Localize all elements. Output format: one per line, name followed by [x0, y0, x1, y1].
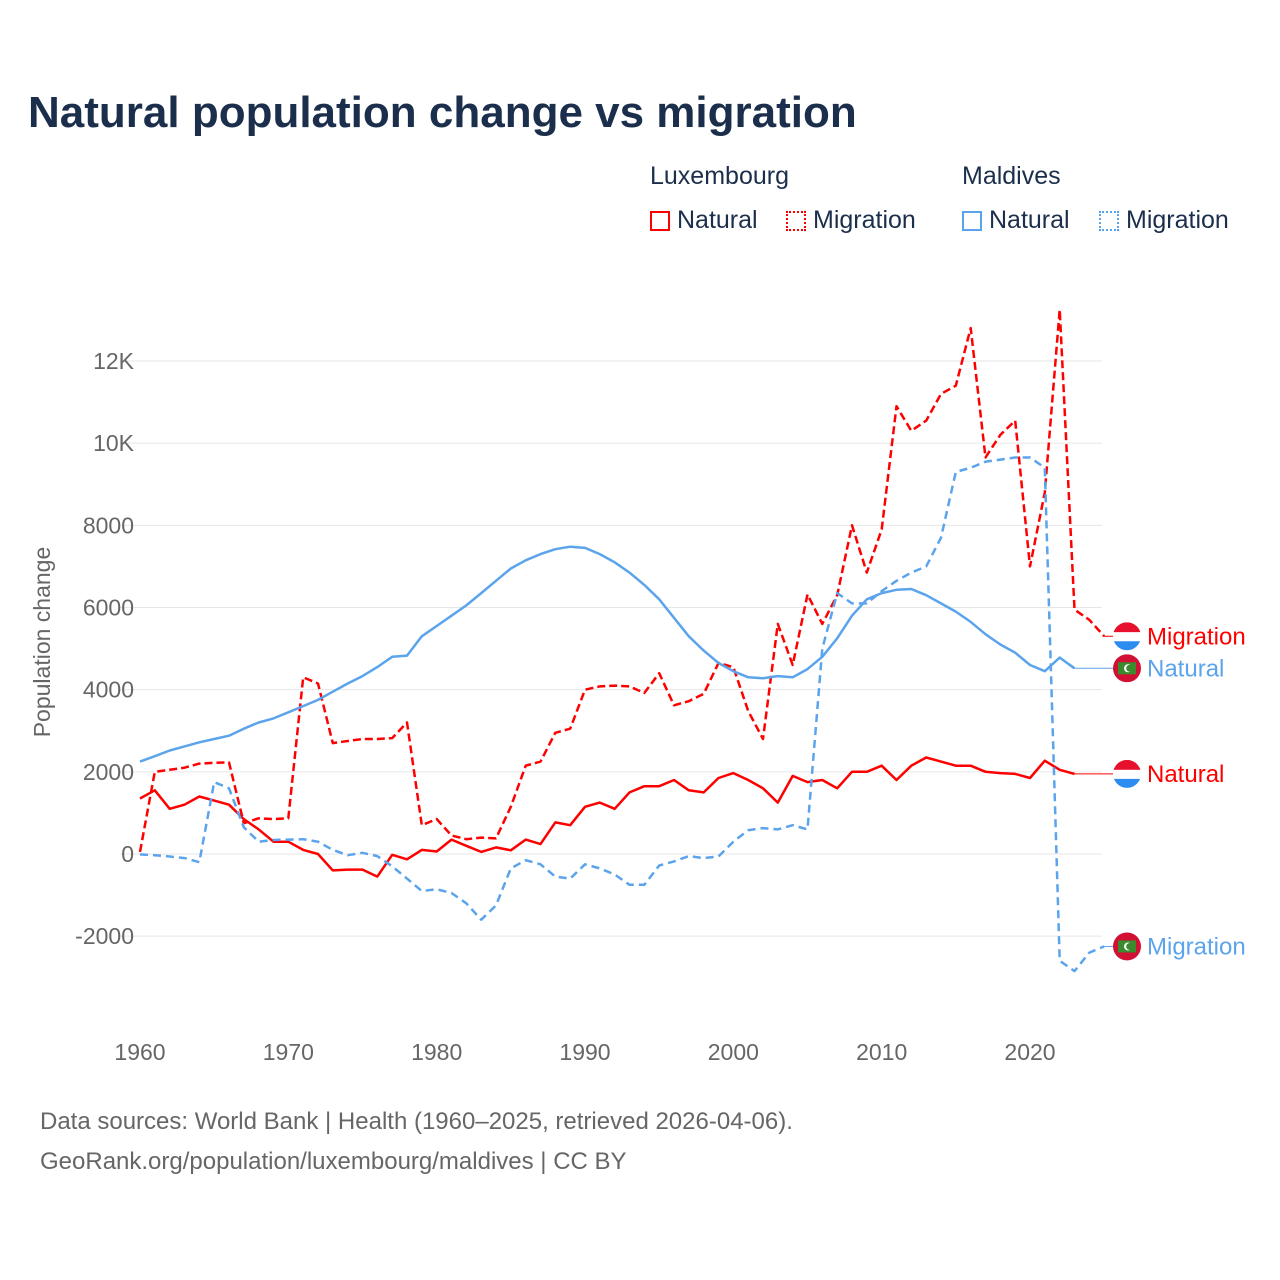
- flag-body: [1113, 759, 1141, 788]
- legend-group-luxembourg: Luxembourg: [650, 162, 789, 190]
- x-tick-label: 1990: [559, 1039, 610, 1065]
- maldives-flag-icon: [1113, 654, 1141, 683]
- flag-stripe: [1113, 778, 1141, 788]
- y-axis-label: Population change: [29, 547, 55, 738]
- x-tick-label: 2000: [708, 1039, 759, 1065]
- x-tick-label: 2010: [856, 1039, 907, 1065]
- y-tick-label: 6000: [83, 595, 134, 621]
- x-tick-label: 1970: [263, 1039, 314, 1065]
- footer-sources: Data sources: World Bank | Health (1960–…: [40, 1108, 793, 1135]
- flag-stripe: [1113, 759, 1141, 770]
- legend-group-maldives: Maldives: [962, 162, 1061, 190]
- y-tick-label: -2000: [75, 923, 134, 949]
- footer-attribution: GeoRank.org/population/luxembourg/maldiv…: [40, 1148, 627, 1175]
- luxembourg-flag-icon: [1113, 759, 1141, 788]
- legend-item-maldives-migration[interactable]: Migration: [1099, 206, 1229, 235]
- maldives-flag-icon: [1113, 932, 1141, 961]
- crescent-cut: [1126, 664, 1133, 672]
- flag-stripe: [1113, 769, 1141, 779]
- legend-item-luxembourg-migration[interactable]: Migration: [786, 206, 916, 235]
- y-tick-label: 12K: [93, 348, 135, 374]
- series-end-label: Migration: [1147, 623, 1246, 650]
- flag-body: [1113, 654, 1141, 683]
- crescent-cut: [1126, 943, 1133, 950]
- luxembourg-flag-icon: [1113, 622, 1141, 651]
- y-tick-label: 10K: [93, 430, 135, 456]
- legend-item-maldives-natural[interactable]: Natural: [962, 206, 1070, 235]
- x-tick-label: 1960: [114, 1039, 165, 1065]
- y-tick-label: 2000: [83, 759, 134, 785]
- legend-label: Migration: [813, 206, 916, 234]
- series-end-label: Natural: [1147, 761, 1224, 788]
- series-line-luxembourg-migration: [138, 308, 1106, 853]
- series-line-luxembourg-natural: [139, 756, 1075, 878]
- legend-label: Migration: [1126, 206, 1229, 234]
- legend-label: Natural: [989, 206, 1070, 234]
- legend-swatch-dotted: [786, 210, 806, 231]
- flag-stripe: [1113, 622, 1141, 633]
- chart-title: Natural population change vs migration: [28, 88, 857, 137]
- legend-swatch-solid: [962, 210, 982, 231]
- legend-label: Natural: [677, 206, 758, 234]
- series-line-maldives-natural: [139, 545, 1076, 763]
- series-line-maldives-migration: [139, 456, 1105, 973]
- legend-swatch-dotted: [1099, 210, 1119, 231]
- series-end-label: Natural: [1147, 655, 1224, 682]
- y-tick-label: 0: [121, 841, 134, 867]
- legend-swatch-solid: [650, 210, 670, 231]
- series-end-label: Migration: [1147, 933, 1246, 960]
- y-tick-label: 4000: [83, 677, 134, 703]
- x-tick-label: 2020: [1004, 1039, 1055, 1065]
- legend-item-luxembourg-natural[interactable]: Natural: [650, 206, 758, 235]
- flag-body: [1113, 932, 1141, 961]
- x-tick-label: 1980: [411, 1039, 462, 1065]
- flag-stripe: [1113, 632, 1141, 642]
- y-tick-label: 8000: [83, 512, 134, 538]
- flag-stripe: [1113, 641, 1141, 651]
- flag-body: [1113, 622, 1141, 651]
